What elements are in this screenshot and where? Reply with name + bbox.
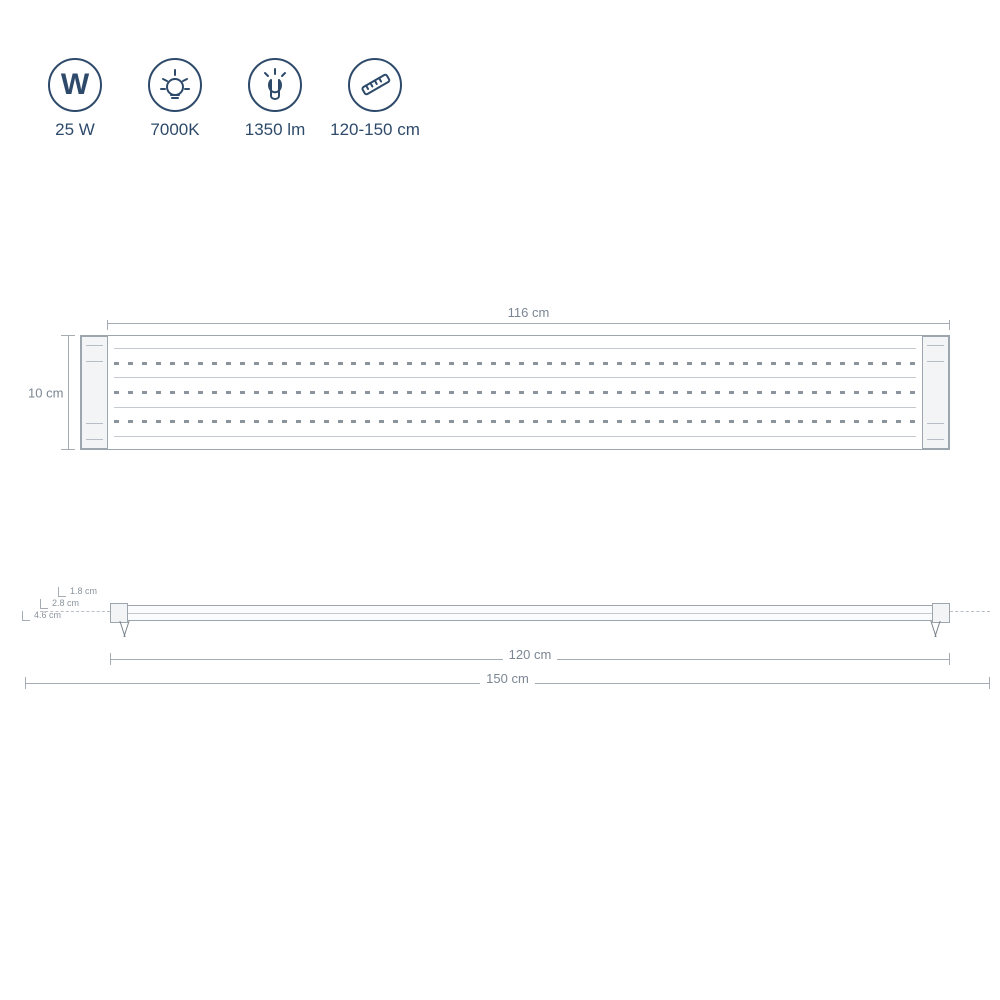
endcap-right	[922, 336, 949, 449]
watt-letter: W	[61, 70, 89, 100]
watt-label: 25 W	[55, 120, 95, 140]
spec-watt: W 25 W	[36, 58, 114, 140]
dim-120-label: 120 cm	[503, 647, 558, 662]
spec-lumen: 1350 lm	[236, 58, 314, 140]
ruler-icon	[348, 58, 402, 112]
led-area	[108, 336, 922, 449]
spec-kelvin: 7000K	[136, 58, 214, 140]
spec-size: 120-150 cm	[336, 58, 414, 140]
endcap-left	[81, 336, 108, 449]
tiny-a: 1.8 cm	[70, 587, 97, 597]
tiny-b: 2.8 cm	[52, 599, 79, 609]
watt-icon: W	[48, 58, 102, 112]
lumen-icon	[248, 58, 302, 112]
dim-height: 10 cm	[58, 335, 78, 450]
dim-height-label: 10 cm	[28, 385, 63, 400]
led-row	[114, 391, 916, 394]
lumen-label: 1350 lm	[245, 120, 305, 140]
leg	[930, 621, 936, 637]
extension-right	[950, 611, 990, 615]
dim-width-label: 116 cm	[502, 305, 556, 320]
side-cap-right	[932, 603, 950, 623]
tiny-dims: 1.8 cm 2.8 cm 4.6 cm	[22, 585, 97, 621]
kelvin-icon	[148, 58, 202, 112]
led-row	[114, 362, 916, 365]
sideview-drawing: 1.8 cm 2.8 cm 4.6 cm 120 cm 150 cm	[10, 595, 990, 685]
size-label: 120-150 cm	[330, 120, 420, 140]
dim-120: 120 cm	[110, 651, 950, 667]
dim-width: 116 cm	[107, 313, 950, 333]
kelvin-label: 7000K	[150, 120, 199, 140]
fixture-body	[80, 335, 950, 450]
dim-150: 150 cm	[25, 675, 990, 691]
side-bar	[110, 605, 950, 621]
topview-drawing: 116 cm 10 cm	[80, 335, 950, 450]
side-cap-left	[110, 603, 128, 623]
led-row	[114, 420, 916, 423]
spec-row: W 25 W 7000K	[36, 58, 414, 140]
extension-left	[40, 611, 110, 615]
dim-150-label: 150 cm	[480, 671, 535, 686]
leg	[123, 621, 129, 637]
